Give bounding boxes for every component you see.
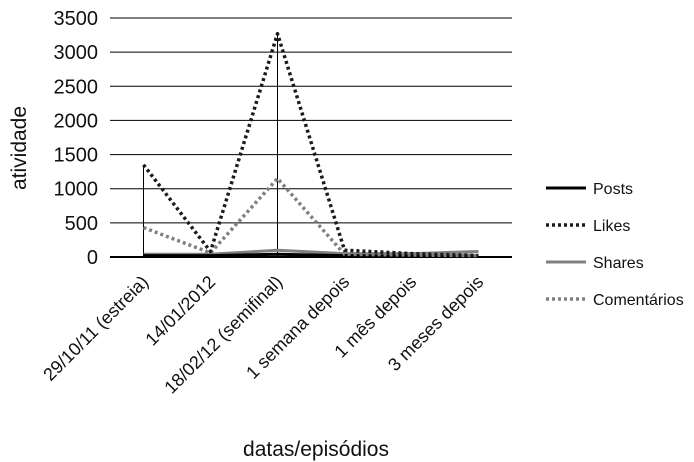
y-tick-label: 1500 [54, 145, 99, 167]
axes [110, 33, 512, 258]
legend-label: Posts [593, 181, 633, 198]
series-line-posts [143, 252, 479, 258]
data-series [142, 31, 479, 258]
y-axis-title: atividade [8, 106, 31, 190]
y-tick-label: 3500 [54, 8, 99, 30]
y-tick-label: 2000 [54, 110, 99, 132]
x-axis-title: datas/episódios [243, 438, 389, 461]
y-axis-ticks: 0 500 1000 1500 2000 2500 3000 3500 [54, 8, 99, 269]
legend: Posts Likes Shares Comentários [546, 181, 684, 309]
y-tick-label: 500 [65, 213, 98, 235]
legend-label: Comentários [593, 292, 684, 309]
x-tick-label: 18/02/12 (semifinal) [160, 272, 286, 398]
x-tick-label: 29/10/11 (estreia) [39, 272, 152, 385]
legend-label: Shares [593, 255, 644, 272]
y-tick-label: 3000 [54, 42, 99, 64]
series-line-likes [142, 31, 479, 258]
gridlines [110, 17, 512, 224]
y-tick-label: 2500 [54, 76, 99, 98]
y-tick-label: 1000 [54, 179, 99, 201]
y-tick-label: 0 [87, 247, 98, 269]
legend-label: Likes [593, 218, 630, 235]
series-line-comentários [142, 176, 479, 258]
